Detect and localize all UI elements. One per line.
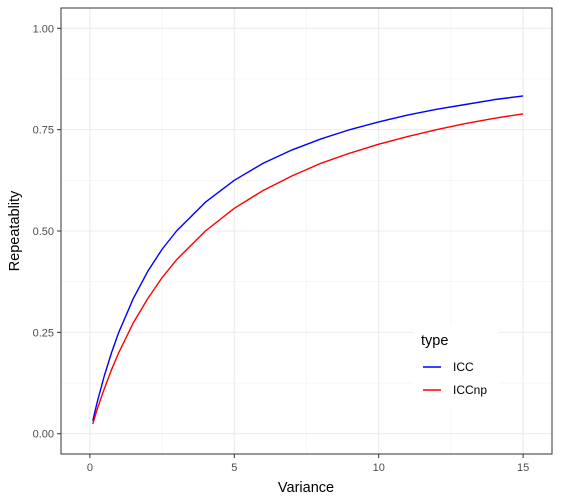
legend: type ICC ICCnp [413, 324, 499, 408]
legend-label-icc: ICC [453, 360, 474, 374]
series-line-icc [92, 95, 524, 421]
x-tick-label: 10 [373, 462, 385, 474]
x-tick-label: 0 [87, 462, 93, 474]
legend-title: type [421, 333, 448, 349]
legend-background [413, 324, 499, 408]
y-tick-label: 0.75 [33, 125, 54, 137]
series-layer [92, 95, 524, 425]
legend-items: ICC ICCnp [423, 360, 487, 397]
y-tick-label: 0.25 [33, 327, 54, 339]
x-axis-title: Variance [278, 480, 334, 496]
y-axis: 0.00 0.25 0.50 0.75 1.00 [33, 23, 61, 441]
y-tick-label: 0.50 [33, 226, 54, 238]
x-tick-label: 15 [517, 462, 529, 474]
y-axis-title: Repeatablity [7, 190, 23, 271]
series-line-iccnp [92, 113, 524, 425]
x-tick-label: 5 [231, 462, 237, 474]
x-axis: 0 5 10 15 [87, 454, 529, 474]
y-tick-label: 0.00 [33, 429, 54, 441]
grid-major [61, 8, 552, 454]
legend-label-iccnp: ICCnp [453, 383, 487, 397]
y-tick-label: 1.00 [33, 23, 54, 35]
